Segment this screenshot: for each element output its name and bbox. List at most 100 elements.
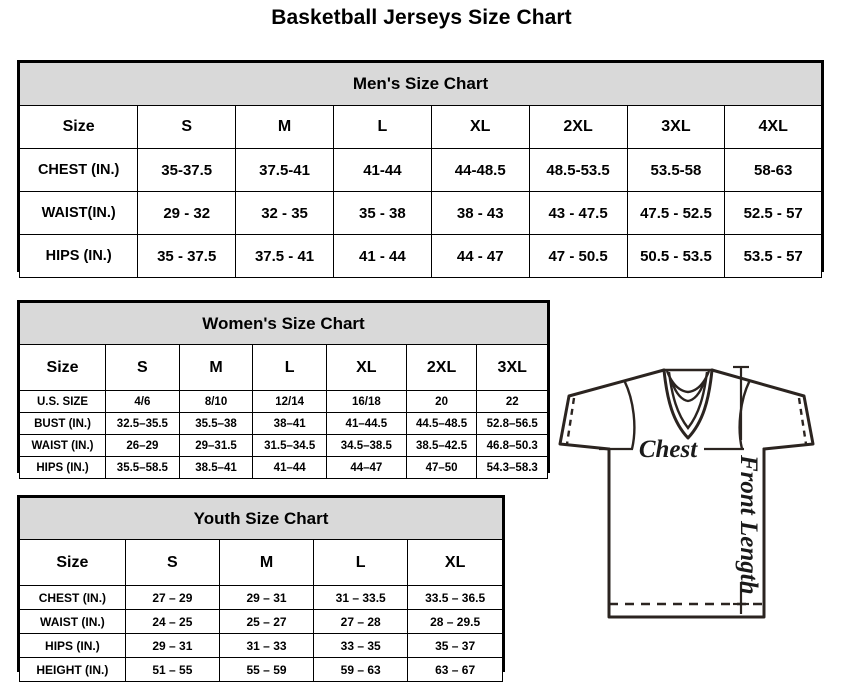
youth-height-m: 55 – 59 — [218, 657, 315, 682]
mens-hips-2xl: 47 - 50.5 — [528, 234, 628, 278]
mens-chest-4xl: 58-63 — [724, 148, 822, 192]
womens-header-size: Size — [18, 344, 107, 391]
womens-row-label-waist: WAIST (IN.) — [18, 434, 107, 457]
table-row: BUST (IN.) 32.5–35.5 35.5–38 38–41 41–44… — [18, 412, 548, 435]
mens-size-table: Men's Size Chart Size S M L XL 2XL 3XL 4… — [18, 62, 822, 278]
womens-ussize-2xl: 20 — [405, 390, 478, 413]
mens-chart-caption: Men's Size Chart — [19, 62, 822, 106]
front-length-measurement-label: Front Length — [735, 454, 762, 595]
womens-bust-2xl: 44.5–48.5 — [405, 412, 478, 435]
youth-row-label-chest: CHEST (IN.) — [19, 585, 126, 610]
womens-ussize-l: 12/14 — [252, 390, 327, 413]
womens-ussize-xl: 16/18 — [325, 390, 407, 413]
youth-header-size: Size — [19, 539, 126, 586]
mens-chest-2xl: 48.5-53.5 — [528, 148, 628, 192]
womens-hips-xl: 44–47 — [325, 456, 407, 479]
mens-waist-xl: 38 - 43 — [430, 191, 530, 235]
womens-waist-xl: 34.5–38.5 — [325, 434, 407, 457]
youth-header-m: M — [218, 539, 315, 586]
youth-height-xl: 63 – 67 — [407, 657, 503, 682]
womens-row-label-bust: BUST (IN.) — [18, 412, 107, 435]
youth-header-xl: XL — [407, 539, 503, 586]
youth-chart-caption: Youth Size Chart — [19, 497, 503, 540]
mens-chest-xl: 44-48.5 — [430, 148, 530, 192]
table-row: HIPS (IN.) 35 - 37.5 37.5 - 41 41 - 44 4… — [18, 234, 822, 278]
mens-header-3xl: 3XL — [626, 105, 726, 149]
womens-bust-m: 35.5–38 — [178, 412, 254, 435]
womens-header-m: M — [178, 344, 254, 391]
womens-chart-caption: Women's Size Chart — [19, 302, 548, 345]
table-row: HEIGHT (IN.) 51 – 55 55 – 59 59 – 63 63 … — [19, 657, 503, 682]
womens-hips-2xl: 47–50 — [405, 456, 478, 479]
mens-header-s: S — [137, 105, 237, 149]
youth-height-s: 51 – 55 — [124, 657, 220, 682]
youth-waist-s: 24 – 25 — [124, 609, 220, 634]
mens-row-label-hips: HIPS (IN.) — [18, 234, 139, 278]
table-row: HIPS (IN.) 29 – 31 31 – 33 33 – 35 35 – … — [19, 633, 503, 658]
womens-ussize-3xl: 22 — [476, 390, 548, 413]
womens-hips-s: 35.5–58.5 — [105, 456, 180, 479]
jersey-illustration: Chest Front Length — [558, 365, 815, 619]
womens-bust-l: 38–41 — [252, 412, 327, 435]
youth-caption-row: Youth Size Chart — [19, 497, 503, 540]
table-row: WAIST (IN.) 24 – 25 25 – 27 27 – 28 28 –… — [19, 609, 503, 634]
jersey-left-sleeve-seam — [622, 379, 636, 450]
jersey-vneck-band-1 — [667, 371, 709, 430]
mens-hips-l: 41 - 44 — [332, 234, 432, 278]
womens-waist-m: 29–31.5 — [178, 434, 254, 457]
mens-waist-4xl: 52.5 - 57 — [724, 191, 822, 235]
youth-waist-l: 27 – 28 — [313, 609, 409, 634]
mens-caption-row: Men's Size Chart — [19, 62, 822, 106]
chest-measurement-label: Chest — [639, 436, 698, 463]
mens-chest-3xl: 53.5-58 — [626, 148, 726, 192]
youth-row-label-height: HEIGHT (IN.) — [19, 657, 126, 682]
mens-header-m: M — [235, 105, 334, 149]
womens-size-table: Women's Size Chart Size S M L XL 2XL 3XL… — [18, 302, 548, 479]
table-row: WAIST(IN.) 29 - 32 32 - 35 35 - 38 38 - … — [18, 191, 822, 235]
youth-header-row: Size S M L XL — [19, 539, 503, 586]
womens-caption-row: Women's Size Chart — [19, 302, 548, 345]
youth-chest-xl: 33.5 – 36.5 — [407, 585, 503, 610]
mens-hips-xl: 44 - 47 — [430, 234, 530, 278]
youth-chest-l: 31 – 33.5 — [313, 585, 409, 610]
womens-header-2xl: 2XL — [405, 344, 478, 391]
table-row: HIPS (IN.) 35.5–58.5 38.5–41 41–44 44–47… — [18, 456, 548, 479]
womens-hips-3xl: 54.3–58.3 — [476, 456, 548, 479]
mens-header-2xl: 2XL — [528, 105, 628, 149]
table-row: WAIST (IN.) 26–29 29–31.5 31.5–34.5 34.5… — [18, 434, 548, 457]
youth-hips-l: 33 – 35 — [313, 633, 409, 658]
mens-row-label-chest: CHEST (IN.) — [18, 148, 139, 192]
jersey-right-sleeve — [710, 368, 815, 451]
youth-size-chart: Youth Size Chart Size S M L XL CHEST (IN… — [17, 495, 505, 682]
youth-row-label-waist: WAIST (IN.) — [19, 609, 126, 634]
page-title: Basketball Jerseys Size Chart — [271, 6, 572, 29]
mens-waist-3xl: 47.5 - 52.5 — [626, 191, 726, 235]
mens-chest-l: 41-44 — [332, 148, 432, 192]
mens-header-4xl: 4XL — [724, 105, 822, 149]
youth-hips-xl: 35 – 37 — [407, 633, 503, 658]
youth-header-l: L — [313, 539, 409, 586]
jersey-left-sleeve-hem — [565, 397, 576, 445]
womens-hips-m: 38.5–41 — [178, 456, 254, 479]
mens-header-l: L — [332, 105, 432, 149]
jersey-body-outline — [607, 447, 766, 619]
youth-row-label-hips: HIPS (IN.) — [19, 633, 126, 658]
womens-ussize-m: 8/10 — [178, 390, 254, 413]
mens-chest-s: 35-37.5 — [137, 148, 237, 192]
womens-row-label-us-size: U.S. SIZE — [18, 390, 107, 413]
jersey-right-sleeve-hem — [797, 397, 808, 445]
womens-waist-2xl: 38.5–42.5 — [405, 434, 478, 457]
mens-header-xl: XL — [430, 105, 530, 149]
womens-bust-s: 32.5–35.5 — [105, 412, 180, 435]
mens-waist-l: 35 - 38 — [332, 191, 432, 235]
mens-hips-s: 35 - 37.5 — [137, 234, 237, 278]
womens-ussize-s: 4/6 — [105, 390, 180, 413]
womens-header-xl: XL — [325, 344, 407, 391]
mens-header-row: Size S M L XL 2XL 3XL 4XL — [18, 105, 822, 149]
jersey-left-sleeve — [558, 368, 666, 451]
mens-chest-m: 37.5-41 — [235, 148, 334, 192]
table-row: U.S. SIZE 4/6 8/10 12/14 16/18 20 22 — [18, 390, 548, 413]
youth-hips-s: 29 – 31 — [124, 633, 220, 658]
womens-hips-l: 41–44 — [252, 456, 327, 479]
youth-size-table: Youth Size Chart Size S M L XL CHEST (IN… — [19, 497, 503, 682]
